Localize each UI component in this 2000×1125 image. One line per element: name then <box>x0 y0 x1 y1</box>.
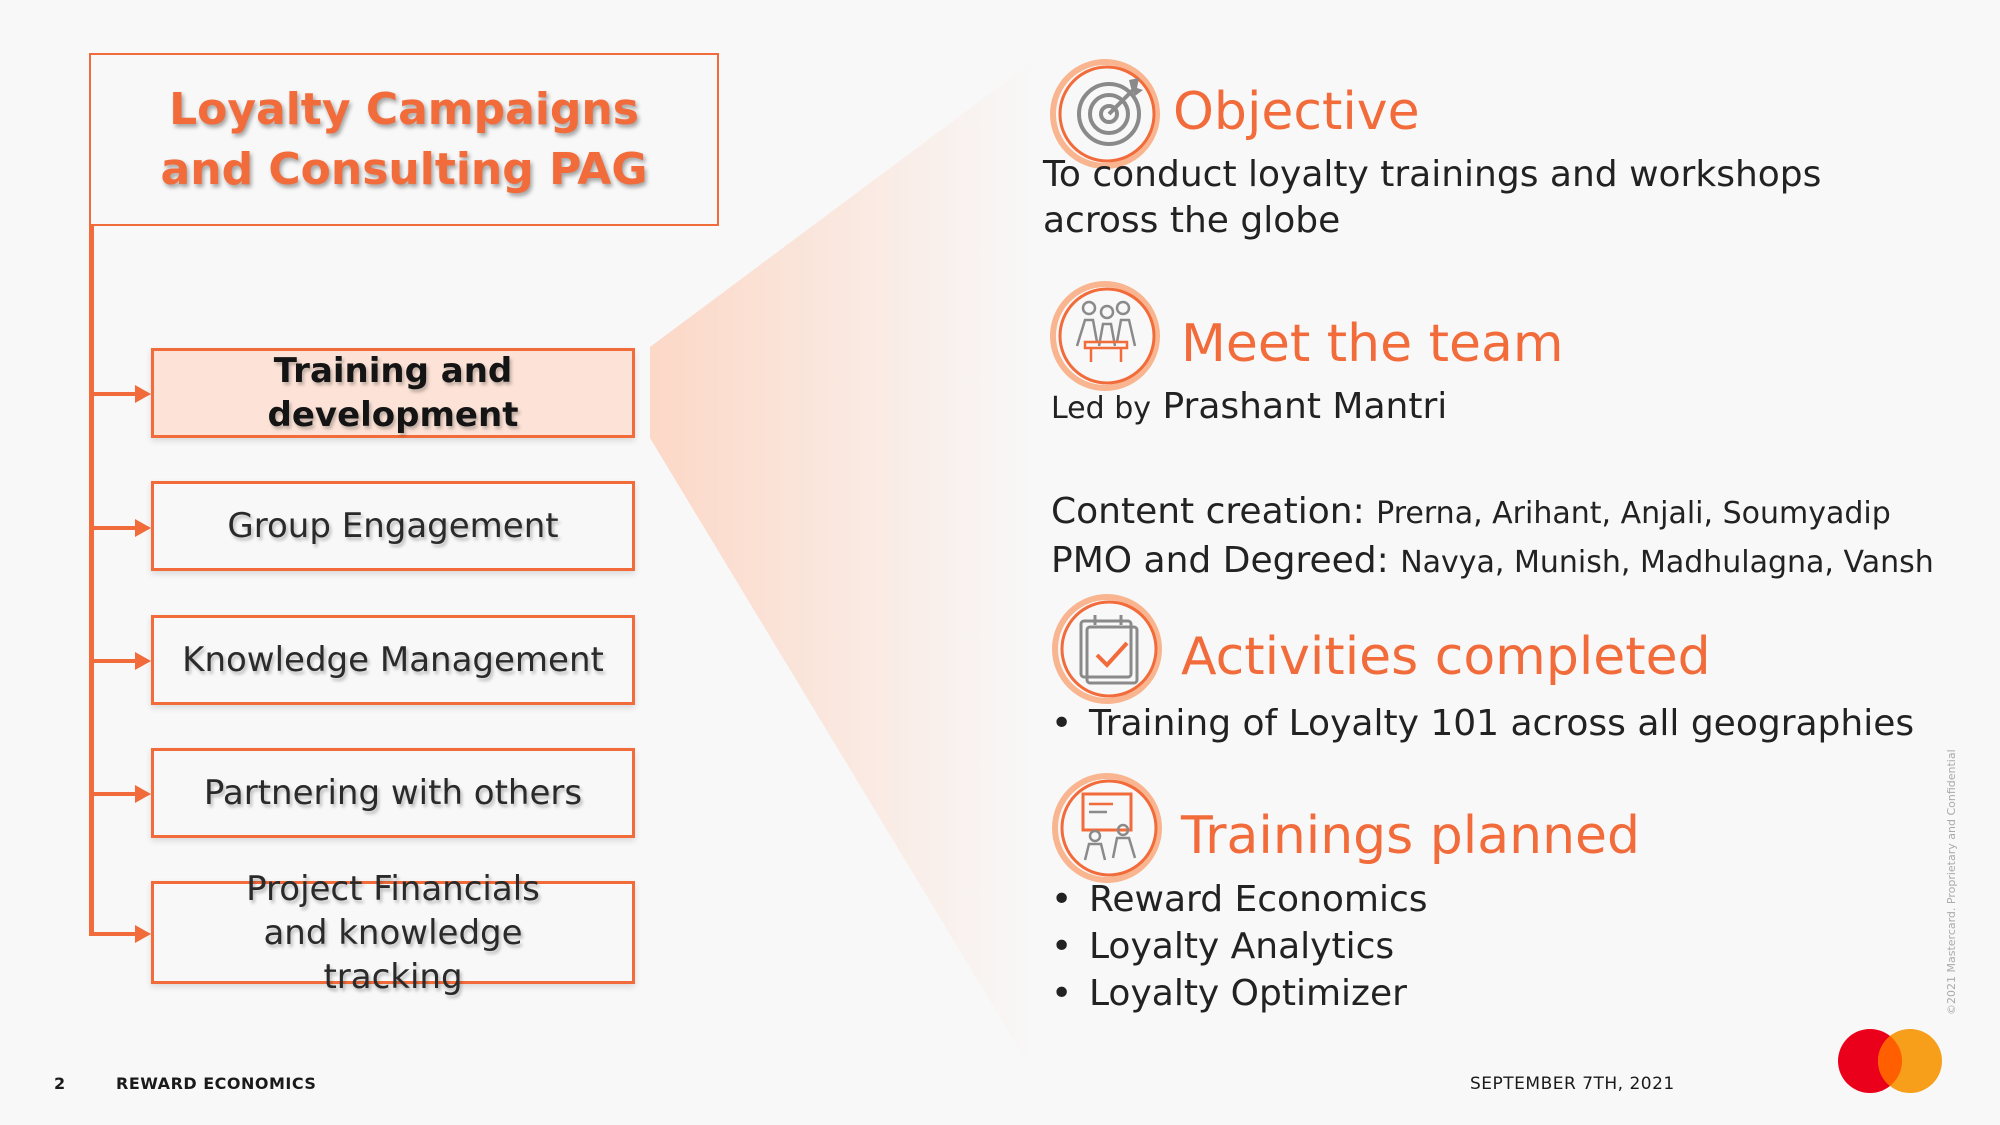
content-creation-label: Content creation: <box>1051 491 1365 532</box>
content-creation-names: Prerna, Arihant, Anjali, Soumyadip <box>1376 496 1891 531</box>
branch-label: Training and development <box>267 351 519 435</box>
branch-connector <box>92 932 136 936</box>
branch-label: Partnering with others <box>203 773 583 813</box>
trainings-title: Trainings planned <box>1181 806 1641 866</box>
content-creation-line: Content creation: Prerna, Arihant, Anjal… <box>1051 489 1891 537</box>
led-by-label: Led by <box>1051 391 1152 426</box>
pmo-line: PMO and Degreed: Navya, Munish, Madhulag… <box>1051 538 1934 586</box>
branch-label: Project Financials and knowledge trackin… <box>246 868 540 997</box>
calendar-check-icon <box>1052 594 1162 704</box>
target-icon <box>1050 59 1160 169</box>
team-title: Meet the team <box>1181 314 1564 374</box>
confidential-notice: ©2021 Mastercard. Proprietary and Confid… <box>1945 749 1958 1015</box>
branch-partnering[interactable]: Partnering with others <box>151 748 635 838</box>
branch-group-engagement[interactable]: Group Engagement <box>151 481 635 571</box>
footer-date: SEPTEMBER 7TH, 2021 <box>1470 1074 1675 1094</box>
list-item: Training of Loyalty 101 across all geogr… <box>1051 700 1914 747</box>
objective-text: To conduct loyalty trainings and worksho… <box>1043 154 1822 241</box>
team-lead-line: Led by Prashant Mantri <box>1051 384 1447 432</box>
objective-title: Objective <box>1173 82 1420 142</box>
arrow-right-icon <box>135 652 151 670</box>
branch-connector <box>92 526 136 530</box>
branch-knowledge-management[interactable]: Knowledge Management <box>151 615 635 705</box>
team-lead-name: Prashant Mantri <box>1162 386 1448 427</box>
arrow-right-icon <box>135 385 151 403</box>
pmo-label: PMO and Degreed: <box>1051 540 1389 581</box>
branch-project-financials[interactable]: Project Financials and knowledge trackin… <box>151 869 635 997</box>
trainings-list: Reward Economics Loyalty Analytics Loyal… <box>1051 876 1428 1017</box>
footer-section-title: REWARD ECONOMICS <box>116 1074 317 1093</box>
branch-label: Group Engagement <box>227 506 559 546</box>
page-number: 2 <box>54 1074 66 1093</box>
branch-training-development[interactable]: Training and development <box>151 348 635 438</box>
presentation-icon <box>1052 773 1162 883</box>
branch-connector <box>92 659 136 663</box>
branch-connector <box>92 392 136 396</box>
mastercard-logo-icon <box>1838 1029 1942 1093</box>
list-item: Loyalty Analytics <box>1051 923 1428 970</box>
list-item: Loyalty Optimizer <box>1051 970 1428 1017</box>
pag-title: Loyalty Campaigns and Consulting PAG <box>160 83 648 195</box>
branch-label: Knowledge Management <box>182 640 604 680</box>
tree-trunk <box>89 226 94 936</box>
list-item: Reward Economics <box>1051 876 1428 923</box>
activities-list: Training of Loyalty 101 across all geogr… <box>1051 700 1914 747</box>
arrow-right-icon <box>135 925 151 943</box>
activities-title: Activities completed <box>1181 627 1711 687</box>
team-icon <box>1050 281 1160 391</box>
arrow-right-icon <box>135 519 151 537</box>
arrow-right-icon <box>135 785 151 803</box>
branch-connector <box>92 792 136 796</box>
pmo-names: Navya, Munish, Madhulagna, Vansh <box>1400 545 1934 580</box>
pag-title-box: Loyalty Campaigns and Consulting PAG <box>89 53 719 226</box>
